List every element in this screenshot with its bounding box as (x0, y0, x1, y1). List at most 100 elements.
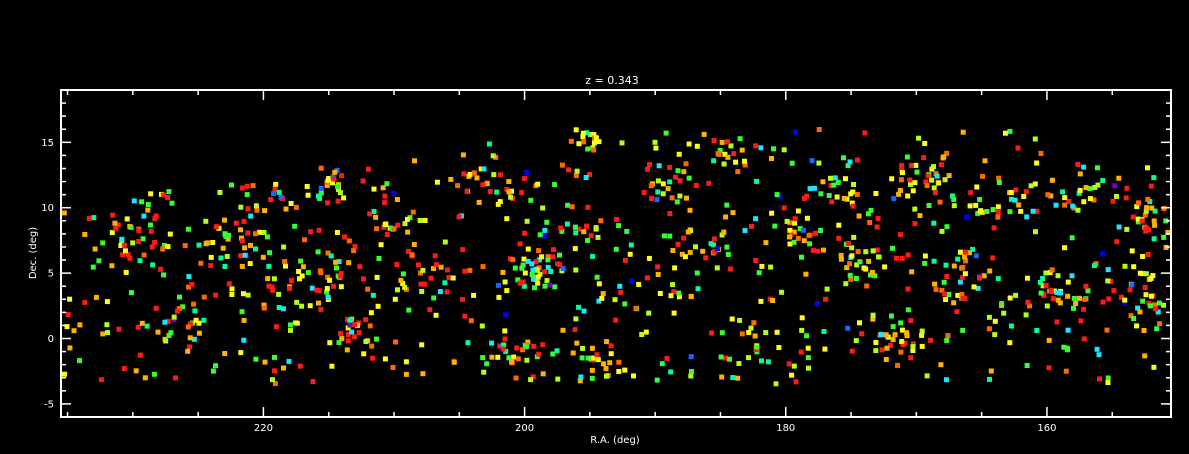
galaxy-point (365, 286, 371, 292)
galaxy-point (382, 222, 388, 228)
galaxy-point (427, 307, 433, 313)
galaxy-point (896, 191, 902, 197)
galaxy-point (1007, 209, 1013, 215)
galaxy-point (137, 258, 143, 264)
galaxy-point (580, 345, 586, 351)
galaxy-point (242, 245, 248, 251)
galaxy-point (590, 253, 596, 259)
galaxy-point (686, 175, 692, 181)
galaxy-point (581, 229, 587, 235)
galaxy-point (239, 238, 245, 244)
galaxy-point (208, 263, 214, 269)
galaxy-point (419, 289, 425, 294)
galaxy-point (971, 284, 977, 290)
galaxy-point (781, 205, 787, 211)
galaxy-point (944, 338, 950, 343)
galaxy-point (660, 181, 666, 187)
galaxy-point (314, 287, 320, 293)
galaxy-point (434, 179, 440, 185)
galaxy-point (224, 254, 230, 259)
galaxy-point (1105, 375, 1111, 381)
galaxy-point (1137, 270, 1143, 276)
galaxy-point (585, 238, 591, 243)
galaxy-point (922, 141, 928, 146)
galaxy-point (670, 282, 676, 288)
galaxy-point (940, 155, 946, 161)
galaxy-point (369, 343, 375, 349)
galaxy-point (742, 228, 748, 234)
galaxy-point (718, 354, 724, 360)
galaxy-point (347, 322, 353, 328)
galaxy-point (905, 307, 911, 313)
galaxy-point (682, 254, 688, 260)
galaxy-point (607, 360, 613, 366)
galaxy-point (804, 193, 810, 199)
galaxy-point (908, 318, 914, 324)
galaxy-point (1075, 207, 1081, 213)
galaxy-point (838, 256, 844, 262)
galaxy-point (631, 373, 636, 379)
galaxy-point (803, 271, 809, 277)
galaxy-point (1083, 185, 1089, 191)
galaxy-point (1038, 150, 1044, 156)
galaxy-point (560, 327, 566, 333)
galaxy-point (464, 189, 470, 194)
galaxy-point (530, 267, 536, 273)
galaxy-point (675, 241, 681, 247)
galaxy-point (1043, 270, 1049, 276)
galaxy-point (115, 222, 121, 228)
galaxy-point (244, 183, 250, 189)
galaxy-point (870, 316, 876, 322)
galaxy-point (759, 263, 765, 269)
galaxy-point (725, 154, 731, 160)
galaxy-point (585, 146, 591, 152)
galaxy-point (898, 320, 904, 326)
galaxy-point (218, 255, 224, 261)
galaxy-point (883, 332, 889, 338)
galaxy-point (253, 246, 258, 252)
galaxy-point (262, 359, 268, 365)
galaxy-point (693, 182, 699, 188)
galaxy-point (835, 180, 841, 185)
galaxy-point (503, 312, 509, 318)
galaxy-point (1065, 327, 1071, 333)
galaxy-point (688, 354, 694, 360)
galaxy-point (480, 264, 486, 270)
galaxy-point (899, 339, 905, 345)
galaxy-point (695, 286, 701, 292)
galaxy-point (395, 287, 400, 293)
galaxy-point (160, 192, 166, 198)
galaxy-point (300, 264, 306, 270)
galaxy-point (941, 279, 947, 285)
galaxy-point (1051, 288, 1057, 294)
galaxy-point (736, 361, 742, 366)
galaxy-point (245, 292, 251, 298)
galaxy-point (622, 257, 628, 263)
galaxy-point (944, 274, 950, 279)
galaxy-point (996, 180, 1002, 185)
galaxy-point (1110, 198, 1116, 204)
galaxy-point (854, 157, 860, 163)
galaxy-point (1148, 183, 1154, 189)
galaxy-point (613, 317, 619, 323)
galaxy-point (151, 371, 157, 377)
galaxy-point (269, 284, 275, 290)
galaxy-point (484, 361, 490, 367)
galaxy-point (166, 189, 172, 195)
galaxy-point (327, 277, 333, 283)
galaxy-point (960, 265, 966, 270)
galaxy-point (239, 185, 245, 191)
galaxy-point (721, 161, 727, 167)
galaxy-point (662, 233, 667, 239)
galaxy-point (411, 242, 417, 247)
galaxy-point (878, 331, 884, 337)
galaxy-point (870, 312, 876, 318)
galaxy-point (854, 262, 860, 268)
galaxy-point (148, 191, 154, 197)
galaxy-point (247, 261, 253, 267)
galaxy-point (380, 185, 386, 191)
galaxy-point (196, 320, 202, 326)
galaxy-point (266, 283, 272, 289)
galaxy-point (572, 327, 578, 333)
